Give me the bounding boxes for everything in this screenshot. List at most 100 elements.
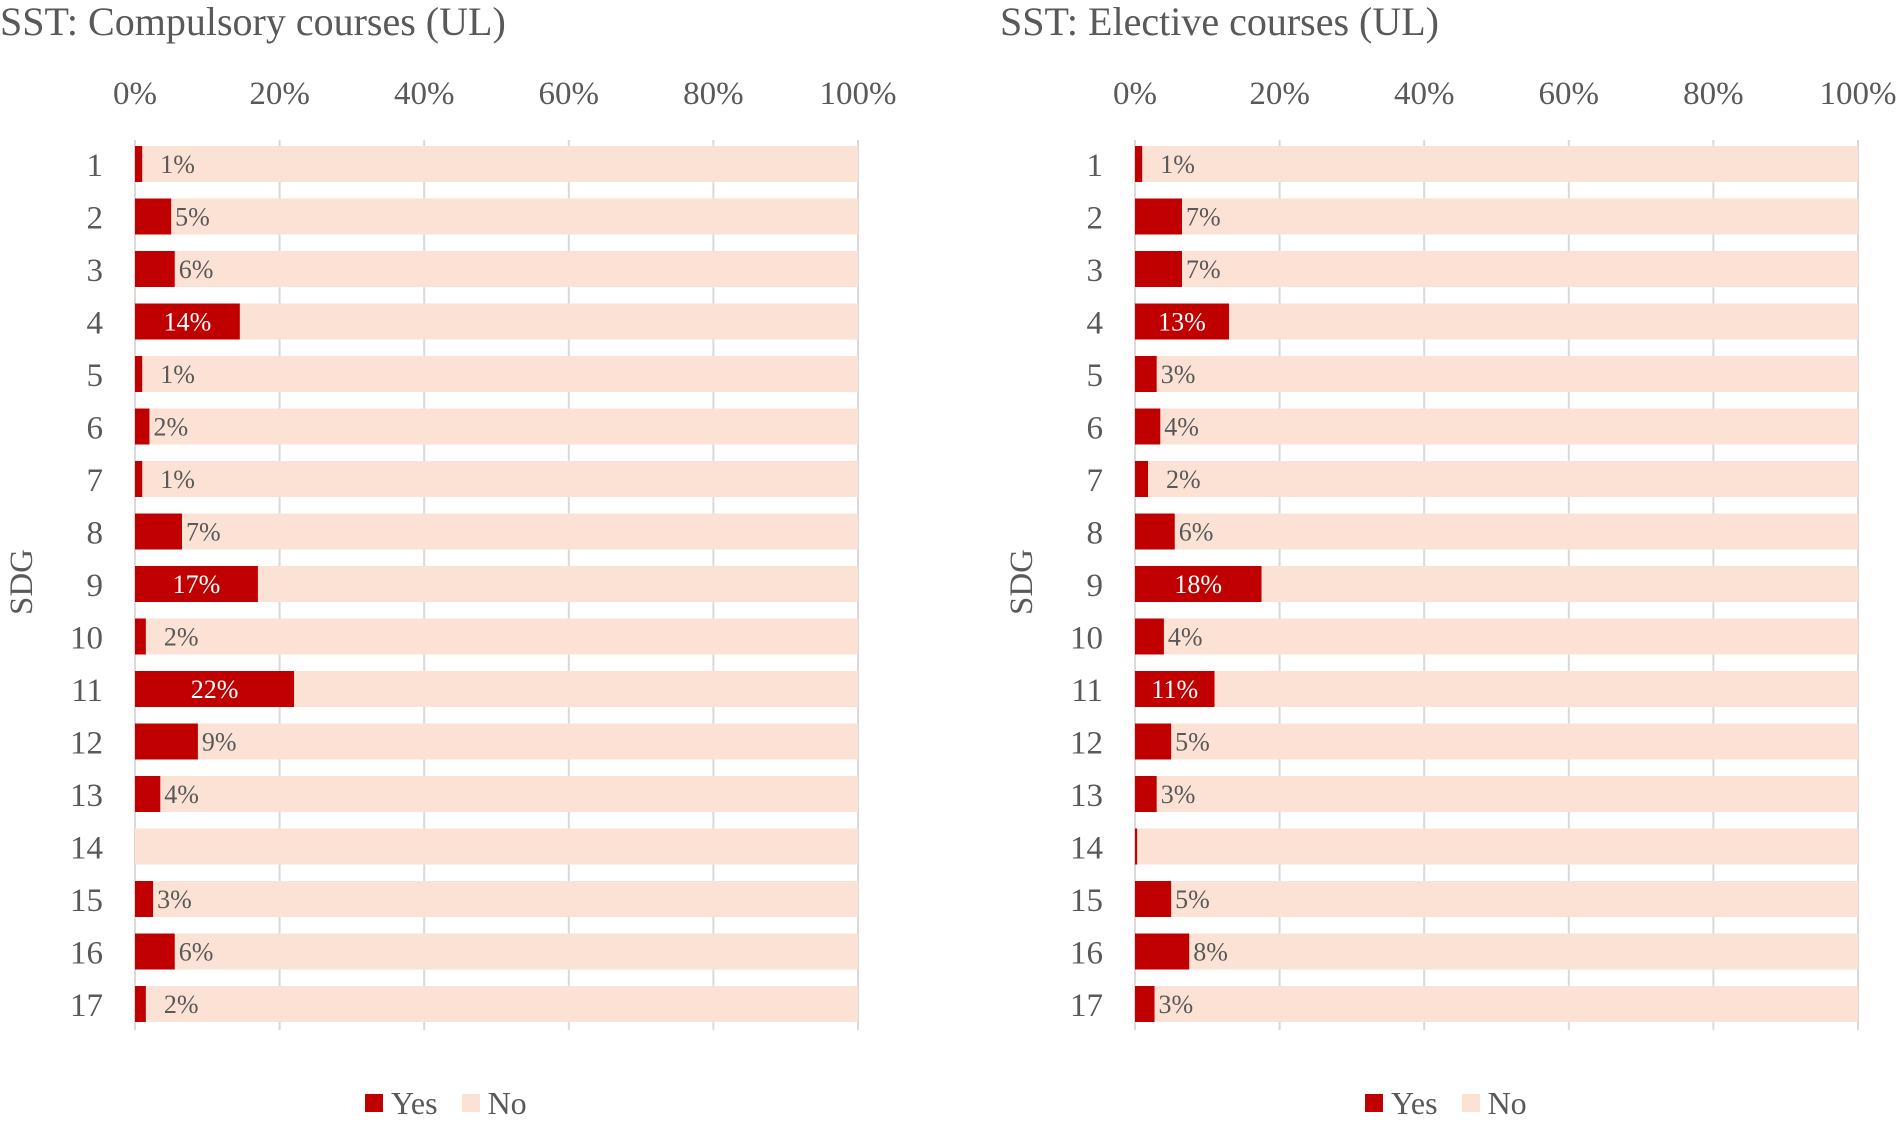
y-category-label: 6 [1087, 411, 1104, 447]
y-category-label: 14 [1070, 831, 1103, 867]
bar-yes [1135, 408, 1161, 445]
data-label: 8% [1193, 938, 1228, 967]
x-tick-label: 0% [113, 76, 157, 112]
data-label: 5% [1175, 728, 1210, 757]
bar-yes [1135, 618, 1164, 655]
data-label: 2% [153, 413, 188, 442]
bar-no [1171, 723, 1858, 760]
y-category-label: 3 [1087, 253, 1104, 289]
legend-item-yes: Yes [365, 1085, 438, 1122]
data-label: 5% [1175, 885, 1210, 914]
legend-swatch-yes [365, 1094, 383, 1112]
y-category-label: 5 [87, 358, 104, 394]
bar-yes [1135, 933, 1190, 970]
bar-no [1189, 933, 1858, 970]
bar-yes [1135, 671, 1215, 707]
y-category-label: 1 [1087, 148, 1104, 184]
bar-no [1154, 986, 1858, 1022]
bar-no [174, 933, 858, 970]
chart-elective: SST: Elective courses (UL) 0% 20% 40% 60% 80… [1000, 0, 1904, 1121]
x-tick-label: 0% [1113, 76, 1157, 112]
data-label: 11% [1151, 675, 1198, 704]
y-category-label: 10 [70, 621, 103, 657]
y-category-label: 1 [87, 148, 104, 184]
chart-title: SST: Compulsory courses (UL) [0, 0, 506, 44]
y-category-label: 15 [1070, 883, 1103, 919]
x-tick-label: 80% [683, 76, 744, 112]
legend: Yes No [1365, 1084, 1551, 1121]
bar-no [1156, 776, 1858, 812]
data-label: 1% [1160, 150, 1195, 179]
data-label: 4% [1164, 413, 1199, 442]
data-label: 1% [160, 360, 195, 389]
data-label: 2% [1166, 465, 1201, 494]
data-label: 4% [164, 780, 199, 809]
bar-no [294, 671, 858, 707]
y-category-label: 5 [1087, 358, 1104, 394]
y-category-label: 7 [87, 463, 104, 499]
bar-no [181, 513, 858, 550]
bar-no [171, 198, 858, 235]
data-label: 2% [164, 990, 199, 1019]
data-label: 2% [164, 623, 199, 652]
bar-yes [1135, 198, 1182, 235]
y-category-label: 13 [70, 778, 103, 814]
bar-yes [135, 723, 198, 760]
legend-label-no: No [1487, 1084, 1527, 1121]
bar-yes [135, 881, 154, 917]
bar-yes [135, 356, 143, 392]
data-label: 18% [1174, 570, 1222, 599]
data-label: 7% [1186, 255, 1221, 284]
bar-no [1137, 828, 1858, 865]
bar-no [153, 881, 858, 917]
bar-no [197, 723, 858, 760]
bar-yes [1135, 356, 1157, 392]
bar-yes [135, 198, 172, 235]
data-label: 17% [173, 570, 221, 599]
legend-label-yes: Yes [391, 1084, 438, 1121]
y-category-label: 2 [87, 201, 104, 237]
y-category-label: 8 [87, 516, 104, 552]
x-tick-label: 40% [394, 76, 455, 112]
y-category-label: 4 [87, 306, 104, 342]
y-category-label: 8 [1087, 516, 1104, 552]
bar-yes [1135, 461, 1149, 497]
data-label: 7% [1186, 203, 1221, 232]
bar-no [149, 408, 858, 445]
chart-title: SST: Elective courses (UL) [1000, 0, 1440, 44]
data-label: 3% [157, 885, 192, 914]
data-label: 22% [191, 675, 239, 704]
x-tick-label: 100% [820, 76, 897, 112]
bar-no [145, 618, 859, 655]
y-category-label: 9 [1087, 568, 1104, 604]
y-category-label: 12 [70, 726, 103, 762]
bar-yes [135, 618, 146, 655]
legend-label-yes: Yes [1391, 1084, 1438, 1121]
x-tick-label: 60% [539, 76, 600, 112]
y-axis-label: SDG [4, 549, 40, 615]
data-label: 5% [175, 203, 210, 232]
bar-yes [135, 461, 143, 497]
bar-yes [135, 671, 295, 707]
data-label: 6% [179, 938, 214, 967]
data-label: 1% [160, 465, 195, 494]
data-label: 3% [1161, 360, 1196, 389]
y-category-label: 7 [1087, 463, 1104, 499]
bar-yes [1135, 303, 1229, 340]
y-category-label: 4 [1087, 306, 1104, 342]
bar-yes [1135, 828, 1138, 865]
y-category-label: 17 [70, 988, 103, 1024]
bar-yes [135, 776, 161, 812]
bar-no [1261, 566, 1858, 602]
bar-no [1181, 198, 1858, 235]
x-tick-label: 100% [1820, 76, 1897, 112]
bar-no [1171, 881, 1858, 917]
bar-no [1142, 146, 1858, 182]
y-category-label: 15 [70, 883, 103, 919]
bar-no [1214, 671, 1858, 707]
bar-no [1181, 251, 1858, 287]
bar-no [142, 146, 859, 182]
y-category-label: 12 [1070, 726, 1103, 762]
y-category-label: 2 [1087, 201, 1104, 237]
